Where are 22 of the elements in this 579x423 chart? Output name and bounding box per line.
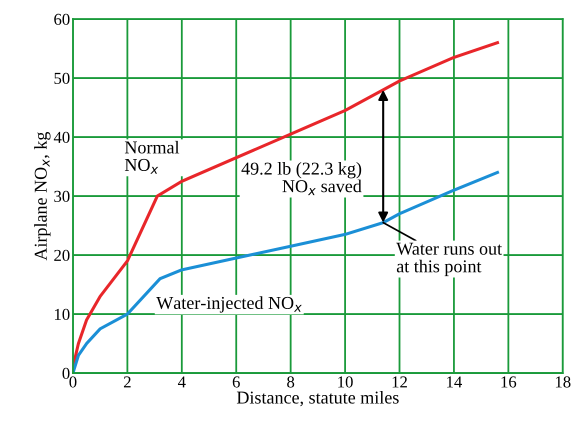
x-tick-label: 16 [501,376,516,388]
x-tick-label: 12 [392,376,407,388]
y-tick-label: 60 [54,14,70,25]
y-tick-label: 50 [54,72,70,84]
y-tick-label: 10 [54,308,70,320]
y-tick-label: 20 [54,250,70,262]
annotation: Water runs out at this point [396,242,502,276]
series-label: Water-injected NO$_{x}$ [156,296,302,313]
x-tick-label: 18 [556,376,570,388]
y-axis-title: Airplane NO$_{x}$, kg [34,132,51,260]
x-tick-label: 6 [232,376,240,388]
x-tick-label: 2 [124,376,131,388]
y-tick-label: 0 [62,368,70,380]
series-label: Normal NO$_{x}$ [124,140,180,174]
x-tick-label: 4 [178,376,186,388]
y-tick-label: 40 [54,132,70,143]
y-tick-label: 30 [54,190,70,202]
annotation: 49.2 lb (22.3 kg) NO$_{x}$ saved [241,162,362,196]
x-tick-label: 8 [287,376,294,388]
x-tick-label: 10 [338,376,353,388]
x-tick-label: 14 [447,376,462,388]
x-axis-title: Distance, statute miles [236,390,399,406]
